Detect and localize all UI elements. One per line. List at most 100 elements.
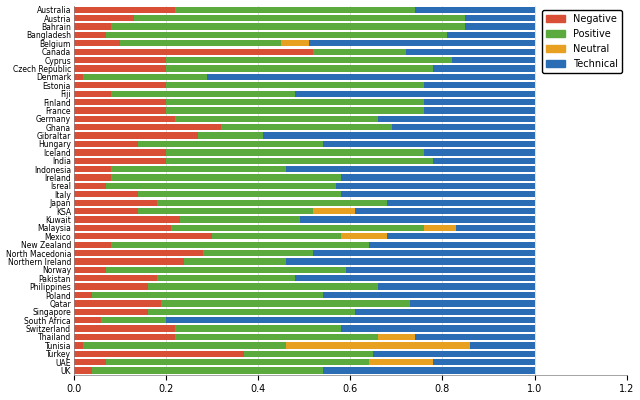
Bar (207, 74, 534, 80)
Bar (166, 82, 424, 88)
Bar (74, 216, 180, 223)
Bar (74, 99, 166, 105)
Bar (387, 200, 534, 206)
Bar (378, 284, 534, 290)
Bar (314, 250, 534, 256)
Bar (111, 166, 286, 172)
Bar (74, 40, 120, 46)
Bar (74, 233, 212, 240)
Bar (111, 242, 369, 248)
Bar (323, 141, 534, 147)
Bar (323, 292, 534, 298)
Bar (180, 216, 300, 223)
Bar (355, 309, 534, 315)
Bar (378, 116, 534, 122)
Bar (221, 124, 392, 130)
Bar (83, 342, 286, 348)
Bar (74, 166, 111, 172)
Bar (102, 317, 166, 323)
Bar (138, 141, 323, 147)
Bar (341, 233, 387, 240)
Bar (314, 208, 355, 214)
Bar (295, 275, 534, 281)
Bar (341, 174, 534, 181)
Bar (166, 57, 452, 63)
Bar (74, 23, 111, 30)
Bar (111, 174, 341, 181)
Bar (74, 342, 83, 348)
Bar (175, 116, 378, 122)
Bar (148, 284, 378, 290)
Bar (392, 124, 534, 130)
Bar (470, 342, 534, 348)
Bar (198, 132, 263, 139)
Bar (244, 351, 373, 357)
Bar (106, 32, 447, 38)
Bar (166, 107, 424, 114)
Bar (424, 225, 456, 231)
Bar (166, 158, 433, 164)
Bar (74, 65, 166, 72)
Bar (300, 216, 534, 223)
Bar (74, 351, 244, 357)
Bar (74, 174, 111, 181)
Bar (74, 292, 92, 298)
Bar (74, 7, 175, 13)
Bar (171, 225, 424, 231)
Bar (166, 317, 534, 323)
Bar (433, 158, 534, 164)
Legend: Negative, Positive, Neutral, Technical: Negative, Positive, Neutral, Technical (542, 10, 622, 73)
Bar (295, 90, 534, 97)
Bar (74, 208, 138, 214)
Bar (424, 82, 534, 88)
Bar (74, 317, 102, 323)
Bar (309, 40, 534, 46)
Bar (166, 65, 433, 72)
Bar (433, 359, 534, 365)
Bar (74, 158, 166, 164)
Bar (175, 7, 415, 13)
Bar (433, 65, 534, 72)
Bar (74, 90, 111, 97)
Bar (134, 15, 465, 21)
Bar (74, 367, 92, 374)
Bar (346, 267, 534, 273)
Bar (74, 48, 314, 55)
Bar (175, 326, 341, 332)
Bar (74, 132, 198, 139)
Bar (424, 149, 534, 156)
Bar (148, 309, 355, 315)
Bar (203, 250, 314, 256)
Bar (74, 116, 175, 122)
Bar (166, 99, 424, 105)
Bar (111, 23, 465, 30)
Bar (378, 334, 415, 340)
Bar (138, 208, 314, 214)
Bar (74, 183, 106, 189)
Bar (369, 359, 433, 365)
Bar (74, 300, 161, 306)
Bar (410, 300, 534, 306)
Bar (314, 48, 406, 55)
Bar (74, 225, 171, 231)
Bar (341, 326, 534, 332)
Bar (263, 132, 534, 139)
Bar (74, 267, 106, 273)
Bar (286, 166, 534, 172)
Bar (74, 74, 83, 80)
Bar (120, 40, 281, 46)
Bar (92, 292, 323, 298)
Bar (281, 40, 309, 46)
Bar (286, 258, 534, 265)
Bar (74, 57, 166, 63)
Bar (415, 7, 534, 13)
Bar (323, 367, 534, 374)
Bar (74, 359, 106, 365)
Bar (452, 57, 534, 63)
Bar (74, 191, 138, 198)
Bar (387, 233, 534, 240)
Bar (447, 32, 534, 38)
Bar (74, 107, 166, 114)
Bar (424, 107, 534, 114)
Bar (106, 267, 346, 273)
